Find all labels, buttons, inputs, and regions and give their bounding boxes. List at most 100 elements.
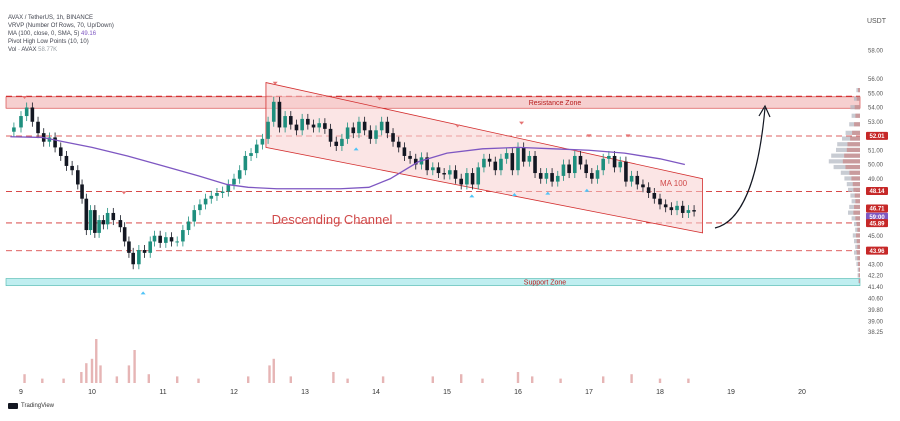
time-tick-label: 12: [230, 389, 238, 396]
candle: [249, 148, 253, 161]
price-tick-label: 51.00: [868, 148, 884, 154]
candle: [402, 142, 407, 161]
volume-profile-bar-up: [854, 105, 860, 110]
price-badge-label: 43.96: [869, 249, 885, 255]
candle: [470, 168, 475, 190]
candle-body: [220, 191, 225, 193]
pivot-high-marker: [121, 191, 127, 195]
resistance-zone: [5, 96, 861, 109]
volume-profile-bar-up: [855, 216, 860, 221]
candle-body: [527, 155, 532, 162]
candle-body: [686, 210, 691, 213]
candle-body: [131, 252, 135, 265]
candle: [192, 205, 197, 227]
candle: [203, 193, 208, 210]
volume-profile-bar-up: [851, 176, 860, 181]
candle: [198, 199, 202, 216]
volume-profile-bar-up: [858, 273, 860, 278]
candle: [391, 128, 395, 147]
candle: [533, 150, 537, 179]
pivot-low-marker: [140, 291, 146, 295]
volume-bars: [23, 339, 690, 383]
candle-body: [504, 153, 509, 159]
candle-body: [317, 123, 321, 128]
candle-body: [58, 147, 63, 156]
candle: [101, 215, 106, 230]
volume-bar: [147, 374, 150, 383]
candle: [635, 170, 640, 190]
candle-body: [692, 210, 696, 212]
volume-bar: [23, 374, 26, 383]
candle-body: [590, 173, 594, 179]
volume-bar: [332, 372, 335, 383]
candle-body: [584, 164, 588, 174]
candle-body: [226, 184, 231, 192]
legend-vrvp: VRVP (Number Of Rows, 70, Up/Down): [8, 23, 114, 29]
candle-body: [680, 205, 685, 213]
candle-body: [277, 101, 282, 128]
legend-ma-value: 49.16: [81, 31, 97, 37]
time-tick-label: 11: [159, 389, 166, 396]
volume-bar: [85, 363, 88, 383]
candle: [294, 119, 299, 136]
candle: [607, 150, 611, 164]
volume-bar: [80, 372, 83, 383]
volume-profile: [828, 88, 860, 284]
time-tick-label: 19: [727, 389, 735, 396]
candle-body: [578, 155, 583, 165]
volume-profile-bar-up: [854, 204, 860, 210]
candle: [36, 116, 40, 139]
candle: [334, 136, 339, 151]
candle: [58, 142, 63, 161]
candles: [12, 96, 696, 270]
price-badge-bg: [866, 131, 888, 140]
candle-body: [379, 121, 384, 131]
candle: [629, 170, 634, 187]
candle-body: [544, 173, 549, 179]
candle: [271, 96, 276, 127]
candle: [93, 205, 97, 238]
candle-body: [362, 121, 367, 131]
candle: [692, 205, 696, 217]
candle-body: [93, 210, 97, 233]
pivot-low-marker: [584, 188, 590, 192]
volume-profile-bar-up: [852, 182, 860, 187]
candle-body: [47, 137, 52, 142]
candle: [30, 102, 35, 127]
legend-pivot: Pivot High Low Points (10, 10): [8, 39, 89, 45]
volume-bar: [460, 374, 463, 383]
candle-body: [351, 127, 356, 134]
volume-profile-bar-up: [845, 164, 860, 170]
candle: [237, 165, 242, 184]
candle: [669, 202, 674, 216]
candle-body: [493, 161, 498, 171]
tradingview-icon: [8, 403, 18, 409]
candle: [306, 113, 310, 130]
candle-body: [641, 184, 645, 188]
ma-line: [10, 136, 685, 190]
candle-body: [385, 121, 390, 134]
candle: [148, 236, 153, 258]
price-badge: 43.96: [866, 246, 888, 255]
candle: [289, 111, 293, 130]
candle: [243, 150, 248, 176]
volume-bar: [602, 376, 605, 383]
candle-body: [516, 147, 520, 171]
candle: [111, 207, 116, 226]
candle-body: [30, 107, 35, 122]
candle: [181, 225, 185, 247]
candle: [413, 153, 418, 170]
volume-bar: [95, 339, 98, 383]
price-tick-label: 38.25: [868, 330, 884, 336]
candle: [64, 150, 69, 171]
candle-body: [476, 167, 481, 185]
candle-body: [499, 158, 503, 171]
candle: [476, 162, 481, 190]
volume-profile-bar-up: [858, 267, 860, 272]
pivot-high-marker: [586, 134, 592, 138]
candle-body: [396, 141, 401, 148]
price-tick-label: 40.60: [868, 296, 884, 302]
candle: [118, 215, 123, 233]
